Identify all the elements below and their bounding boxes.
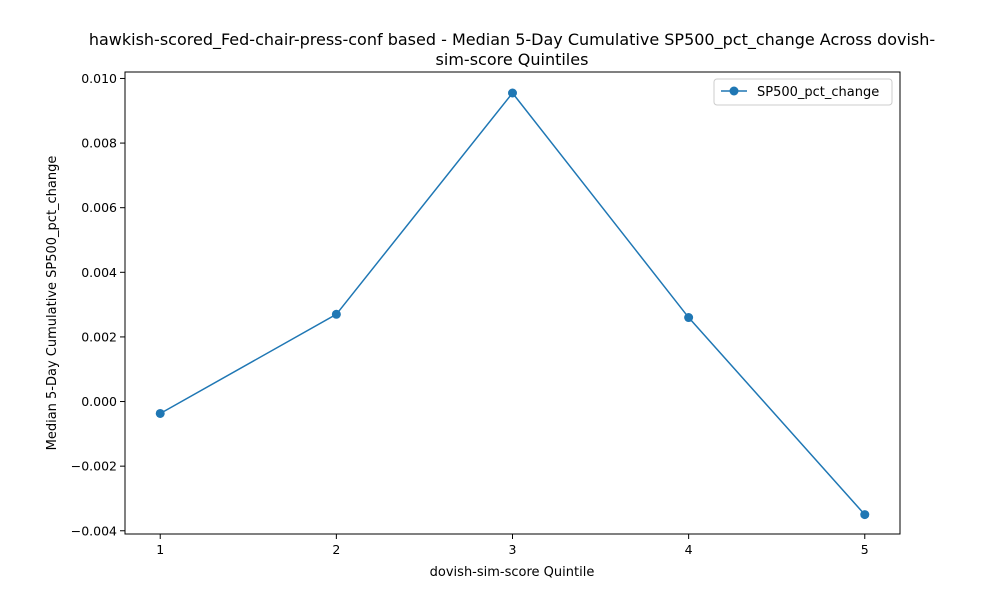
data-point — [331, 309, 341, 319]
x-tick-label: 5 — [861, 542, 869, 557]
chart-title-line-2: sim-score Quintiles — [436, 50, 589, 69]
y-axis-label: Median 5-Day Cumulative SP500_pct_change — [45, 156, 60, 451]
data-point — [508, 88, 517, 98]
x-tick-label: 2 — [332, 542, 340, 557]
plot-area-frame — [124, 71, 901, 535]
y-tick-label: 0.004 — [81, 265, 117, 280]
y-tick-label: 0.006 — [81, 200, 117, 215]
x-tick-label: 4 — [685, 542, 693, 557]
y-tick-label: 0.000 — [81, 394, 117, 409]
chart-title-line-1: hawkish-scored_Fed-chair-press-conf base… — [89, 30, 935, 50]
x-axis-label: dovish-sim-score Quintile — [430, 565, 595, 580]
data-point — [684, 313, 694, 323]
x-tick-label: 1 — [156, 542, 164, 557]
x-tick-label: 3 — [509, 542, 517, 557]
series-layer — [155, 88, 870, 520]
x-axis-ticks: 1 2 3 4 5 — [156, 534, 869, 557]
legend: SP500_pct_change — [713, 78, 893, 106]
y-axis-ticks: −0.004 −0.002 0.000 0.002 0.004 0.006 0.008 0.0… — [71, 71, 125, 538]
y-tick-label: −0.004 — [71, 523, 117, 538]
legend-marker-swatch — [729, 86, 739, 96]
y-tick-label: 0.010 — [81, 71, 117, 86]
y-tick-label: −0.002 — [71, 459, 117, 474]
y-tick-label: 0.002 — [81, 329, 117, 344]
legend-label: SP500_pct_change — [757, 85, 879, 100]
data-point — [155, 408, 165, 418]
y-tick-label: 0.008 — [81, 136, 117, 151]
data-point — [860, 510, 870, 520]
legend-box — [713, 78, 893, 106]
